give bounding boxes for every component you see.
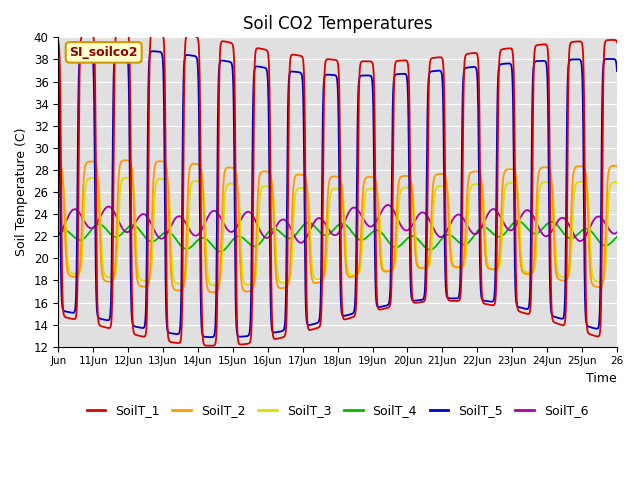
SoilT_6 [461, 217, 468, 223]
SoilT_5 [596, 298, 604, 304]
Line: SoilT_3: SoilT_3 [58, 178, 617, 285]
Line: SoilT_5: SoilT_5 [58, 50, 617, 337]
SoilT_1 [613, 39, 621, 45]
SoilT_4 [613, 234, 621, 240]
SoilT_1 [320, 92, 328, 97]
SoilT_3 [320, 274, 328, 280]
SoilT_5 [320, 78, 328, 84]
Text: SI_soilco2: SI_soilco2 [70, 46, 138, 59]
SoilT_1 [54, 39, 62, 45]
SoilT_2 [289, 186, 297, 192]
SoilT_2 [613, 163, 621, 169]
SoilT_1 [121, 28, 129, 34]
SoilT_4 [320, 232, 328, 238]
Legend: SoilT_1, SoilT_2, SoilT_3, SoilT_4, SoilT_5, SoilT_6: SoilT_1, SoilT_2, SoilT_3, SoilT_4, Soil… [81, 399, 594, 422]
SoilT_2 [596, 284, 604, 290]
Line: SoilT_6: SoilT_6 [58, 205, 617, 243]
SoilT_2 [320, 272, 328, 277]
SoilT_5 [54, 64, 62, 70]
SoilT_1 [596, 329, 604, 335]
SoilT_3 [123, 175, 131, 180]
SoilT_6 [320, 219, 328, 225]
SoilT_5 [289, 69, 297, 74]
Y-axis label: Soil Temperature (C): Soil Temperature (C) [15, 128, 28, 256]
SoilT_3 [461, 262, 468, 268]
SoilT_1 [207, 343, 215, 348]
SoilT_5 [294, 69, 301, 75]
SoilT_6 [384, 202, 392, 208]
Line: SoilT_4: SoilT_4 [58, 221, 617, 252]
SoilT_6 [568, 228, 576, 234]
SoilT_2 [209, 289, 217, 295]
SoilT_6 [289, 230, 297, 236]
SoilT_4 [514, 218, 522, 224]
Line: SoilT_1: SoilT_1 [58, 31, 617, 346]
X-axis label: Time: Time [586, 372, 617, 385]
SoilT_3 [211, 282, 219, 288]
SoilT_3 [596, 279, 604, 285]
SoilT_6 [613, 229, 621, 235]
SoilT_4 [289, 234, 297, 240]
SoilT_6 [294, 238, 301, 243]
SoilT_6 [596, 214, 604, 220]
SoilT_3 [294, 186, 301, 192]
SoilT_3 [613, 180, 621, 185]
SoilT_3 [289, 223, 297, 229]
SoilT_1 [568, 39, 576, 45]
Line: SoilT_2: SoilT_2 [58, 160, 617, 292]
SoilT_6 [297, 240, 305, 246]
SoilT_5 [118, 48, 126, 53]
SoilT_4 [54, 232, 62, 238]
SoilT_4 [294, 229, 301, 235]
SoilT_2 [294, 172, 301, 178]
SoilT_2 [461, 252, 468, 257]
SoilT_4 [460, 242, 468, 248]
SoilT_4 [596, 240, 604, 245]
SoilT_3 [54, 177, 62, 183]
SoilT_4 [568, 235, 576, 241]
SoilT_6 [54, 233, 62, 239]
SoilT_1 [294, 52, 301, 58]
SoilT_5 [568, 57, 576, 62]
Title: Soil CO2 Temperatures: Soil CO2 Temperatures [243, 15, 433, 33]
SoilT_3 [568, 228, 576, 233]
SoilT_5 [461, 67, 468, 72]
SoilT_2 [122, 157, 129, 163]
SoilT_1 [289, 52, 297, 58]
SoilT_5 [207, 334, 215, 340]
SoilT_1 [461, 61, 468, 67]
SoilT_2 [568, 185, 576, 191]
SoilT_4 [216, 249, 224, 254]
SoilT_2 [54, 162, 62, 168]
SoilT_5 [613, 68, 621, 74]
